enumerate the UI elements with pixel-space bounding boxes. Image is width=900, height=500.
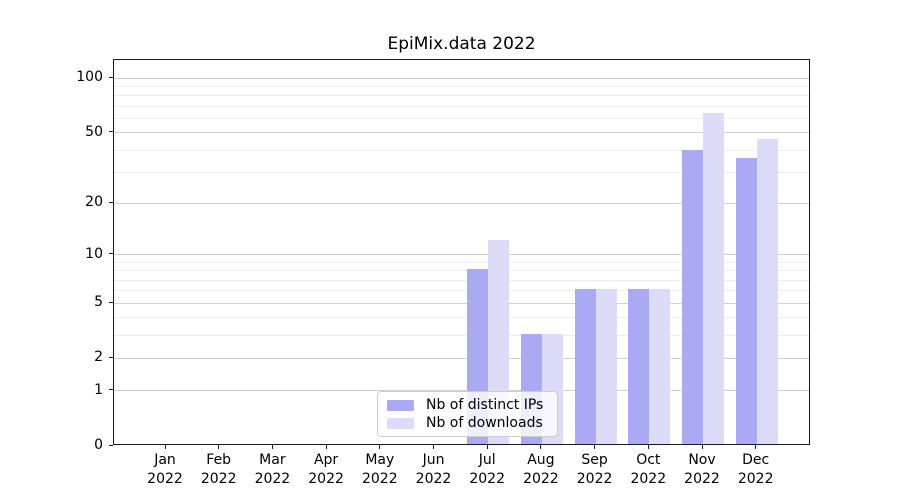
x-tick-mark [433,445,434,449]
gridline-minor [114,270,809,272]
x-tick-label: Mar 2022 [254,452,291,487]
legend-swatch-distinct-ips [387,399,414,411]
y-tick-label: 10 [85,245,103,262]
y-tick-mark [109,301,113,303]
bar-downloads-oct [649,288,671,444]
y-tick-mark [109,76,113,78]
x-tick-mark [647,445,649,449]
x-tick-mark [486,445,488,449]
bar-downloads-nov [703,112,724,444]
legend-swatch-downloads [387,417,414,429]
chart-title: EpiMix.data 2022 [387,34,536,54]
gridline-minor [114,279,809,281]
legend: Nb of distinct IPs Nb of downloads [377,391,558,437]
gridline-major [114,132,809,134]
y-tick-label: 1 [94,381,103,398]
y-tick-mark [109,131,113,133]
x-tick-label: Sep 2022 [576,452,613,487]
gridline-minor [114,149,809,151]
x-tick-label: Jun 2022 [415,452,452,487]
x-tick-mark [218,445,220,449]
x-tick-mark [594,445,596,449]
x-tick-label: Aug 2022 [523,452,559,487]
x-tick-label: Apr 2022 [308,452,344,487]
x-tick-mark [325,445,327,449]
x-tick-label: Oct 2022 [630,452,667,487]
y-tick-label: 5 [94,294,103,311]
bar-downloads-dec [756,138,778,444]
y-tick-mark [109,389,113,391]
gridline-minor [114,86,809,88]
gridline-minor [114,317,809,319]
gridline-minor [114,105,809,107]
x-tick-label: Dec 2022 [737,452,774,487]
x-tick-mark [379,445,381,449]
gridline-major [114,202,809,204]
bar-distinct-ips-sep [574,288,596,444]
y-tick-label: 50 [85,123,103,140]
x-tick-mark [271,445,273,449]
x-tick-label: May 2022 [361,452,398,487]
x-tick-mark [540,445,542,449]
gridline-minor [114,95,809,97]
x-tick-label: Jan 2022 [147,452,183,487]
x-tick-mark [701,445,703,449]
gridline-minor [114,290,809,292]
y-tick-label: 100 [76,69,103,86]
legend-entry-downloads: Nb of downloads [387,415,548,431]
y-tick-label: 0 [94,437,103,453]
bar-distinct-ips-dec [735,158,757,444]
x-tick-mark [755,445,757,449]
x-tick-label: Nov 2022 [684,452,720,487]
gridline-minor [114,117,809,119]
bar-distinct-ips-oct [628,288,650,444]
gridline-major [114,254,809,256]
y-tick-label: 2 [94,349,103,366]
x-tick-label: Jul 2022 [469,452,505,487]
y-tick-mark [109,444,113,446]
bar-downloads-sep [595,288,617,444]
y-tick-mark [109,253,113,255]
x-tick-label: Feb 2022 [200,452,237,487]
gridline-minor [114,262,809,264]
gridline-major [114,357,809,359]
gridline-major [114,390,809,392]
legend-label-downloads: Nb of downloads [426,415,543,431]
x-tick-mark [164,445,166,449]
plot-area [113,59,810,445]
y-tick-mark [109,201,113,203]
y-tick-label: 20 [85,194,103,211]
gridline-major [114,302,809,304]
y-tick-mark [109,356,113,358]
gridline-minor [114,335,809,337]
legend-entry-distinct-ips: Nb of distinct IPs [387,397,548,413]
bar-distinct-ips-nov [682,150,703,444]
legend-label-distinct-ips: Nb of distinct IPs [426,397,544,413]
gridline-minor [114,171,809,173]
gridline-major [114,77,809,79]
